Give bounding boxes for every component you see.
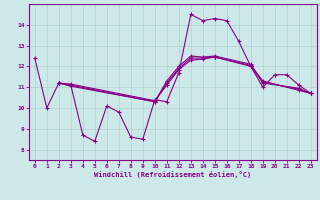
X-axis label: Windchill (Refroidissement éolien,°C): Windchill (Refroidissement éolien,°C) <box>94 171 252 178</box>
